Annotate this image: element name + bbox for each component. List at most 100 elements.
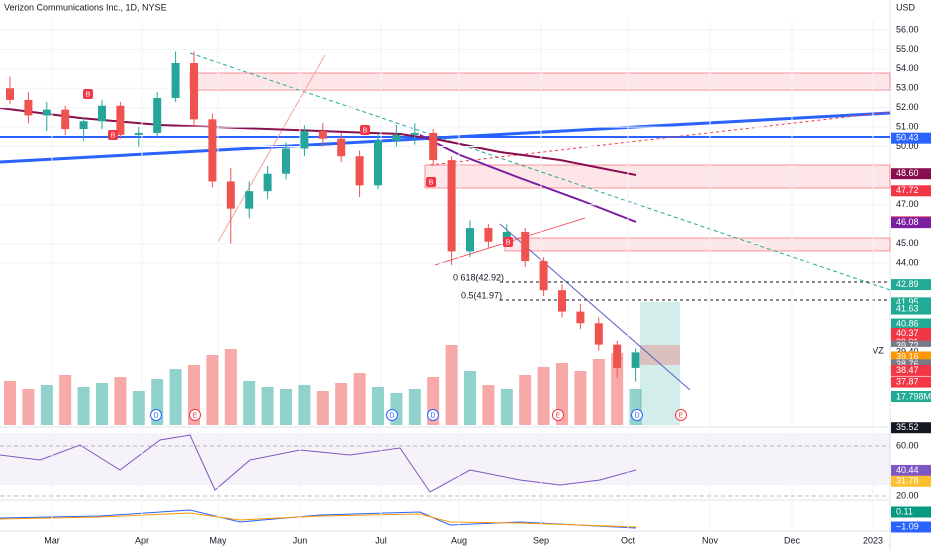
price-tag: 48.60	[896, 168, 919, 178]
candle-body	[171, 63, 180, 98]
candle-body	[318, 130, 327, 139]
volume-tag: 17.798M	[896, 391, 931, 401]
volume-bar	[4, 381, 16, 425]
candle-body	[374, 140, 382, 186]
rsi-tag: 40.44	[896, 465, 919, 475]
price-tag-bg	[891, 297, 931, 309]
volume-bar	[224, 349, 237, 425]
volume-bar	[464, 371, 476, 425]
signal-marker	[83, 89, 93, 99]
volume-bar	[611, 353, 624, 425]
volume-bar	[335, 383, 348, 425]
volume-bar	[261, 387, 274, 425]
symbol: VZ	[872, 345, 884, 355]
candle-body	[337, 138, 346, 157]
macd-tag-bg	[891, 506, 931, 518]
price-tag: 39.16	[896, 351, 919, 361]
price-tag: 42.89	[896, 279, 919, 289]
candle-body	[631, 352, 640, 368]
event-marker	[552, 409, 564, 421]
volume-bar	[243, 381, 256, 425]
volume-bar	[114, 377, 127, 425]
price-tag: 40.86	[896, 318, 919, 328]
volume-bar	[206, 355, 219, 425]
candle-body	[263, 173, 272, 192]
volume-tag-bg	[891, 391, 931, 402]
price-tag-bg	[891, 328, 931, 340]
channel-line	[499, 223, 691, 391]
rsi-tick-label: 20.00	[896, 490, 919, 500]
time-label: Jun	[293, 535, 308, 545]
price-tag: 40.37	[896, 328, 919, 338]
volume-bar	[353, 373, 366, 425]
price-tick-label: 52.00	[896, 102, 919, 112]
price-tag: 38.47	[896, 365, 919, 375]
rsi-band	[0, 433, 890, 485]
event-marker	[427, 409, 439, 421]
price-tick-label: 53.00	[896, 83, 919, 93]
price-tag-bg	[891, 132, 931, 144]
price-tick-label: 44.00	[896, 257, 919, 267]
price-tag: 46.08	[896, 217, 919, 227]
candle-body	[502, 231, 511, 242]
candle-body	[134, 132, 143, 135]
price-tick-label: 54.00	[896, 63, 919, 73]
candle-body	[282, 148, 290, 174]
fib-label: 0.618(42.92)	[453, 272, 504, 282]
volume-bar	[316, 391, 329, 425]
volume-bar	[40, 385, 53, 425]
stop-box	[640, 345, 680, 365]
candle-body	[98, 105, 106, 122]
event-label: E	[679, 412, 684, 419]
candle-body	[153, 97, 162, 133]
price-tick-label: 50.00	[896, 141, 919, 151]
event-marker	[675, 409, 687, 421]
time-label: May	[209, 535, 227, 545]
signal-label: B	[86, 91, 91, 98]
candle-body	[521, 231, 530, 262]
macd-tag: 0.11	[896, 506, 913, 516]
event-marker	[631, 409, 643, 421]
time-label: Aug	[451, 535, 467, 545]
signal-marker	[108, 130, 118, 140]
signal-label: B	[506, 239, 511, 246]
price-tag: 39.72	[896, 341, 919, 351]
candle-body	[190, 63, 198, 120]
signal-label: B	[111, 132, 116, 139]
candle-body	[24, 99, 33, 116]
signal-label: B	[363, 127, 368, 134]
supply-zone	[189, 72, 891, 91]
volume-bar	[280, 389, 292, 425]
rsi-tag-bg	[891, 475, 931, 487]
price-tag-bg	[891, 279, 931, 291]
price-tag-bg	[891, 422, 931, 434]
price-tag: 41.95	[896, 297, 919, 307]
volume-bar	[298, 385, 311, 425]
event-label: D	[389, 412, 394, 419]
time-label: Dec	[784, 535, 801, 545]
volume-bar	[482, 385, 495, 425]
signal-line	[0, 512, 637, 528]
event-label: E	[556, 412, 561, 419]
moving-average	[419, 134, 637, 223]
price-tag-bg	[891, 168, 931, 180]
signal-marker	[426, 177, 436, 187]
candle-body	[6, 88, 14, 100]
volume-bar	[408, 389, 421, 425]
volume-bar	[132, 391, 145, 425]
candle-body	[558, 290, 566, 312]
volume-bar	[574, 371, 587, 425]
trend-line	[429, 111, 891, 166]
price-tag: 35.52	[896, 422, 919, 432]
event-marker	[189, 409, 201, 421]
time-label: Oct	[621, 535, 636, 545]
channel-line	[217, 54, 326, 243]
volume-bar	[77, 387, 90, 425]
time-label: Jul	[375, 535, 387, 545]
volume-bar	[537, 367, 550, 425]
price-tick-label: 45.00	[896, 238, 919, 248]
chart-title: Verizon Communications Inc., 1D, NYSE	[4, 2, 167, 12]
price-tag-bg	[891, 340, 931, 352]
time-label: Sep	[533, 535, 549, 545]
